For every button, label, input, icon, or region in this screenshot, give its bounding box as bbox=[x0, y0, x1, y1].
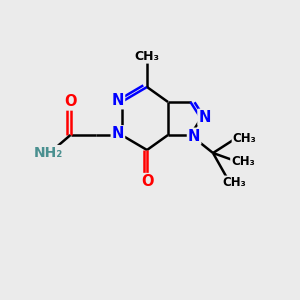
Text: N: N bbox=[112, 93, 124, 108]
Text: CH₃: CH₃ bbox=[222, 176, 246, 190]
Text: CH₃: CH₃ bbox=[232, 131, 256, 145]
Text: O: O bbox=[64, 94, 77, 110]
Text: O: O bbox=[141, 174, 153, 189]
Text: N: N bbox=[188, 129, 200, 144]
Text: N: N bbox=[112, 126, 124, 141]
Text: CH₃: CH₃ bbox=[231, 155, 255, 168]
Text: N: N bbox=[198, 110, 211, 125]
Text: CH₃: CH₃ bbox=[134, 50, 160, 63]
Text: NH₂: NH₂ bbox=[33, 146, 63, 160]
